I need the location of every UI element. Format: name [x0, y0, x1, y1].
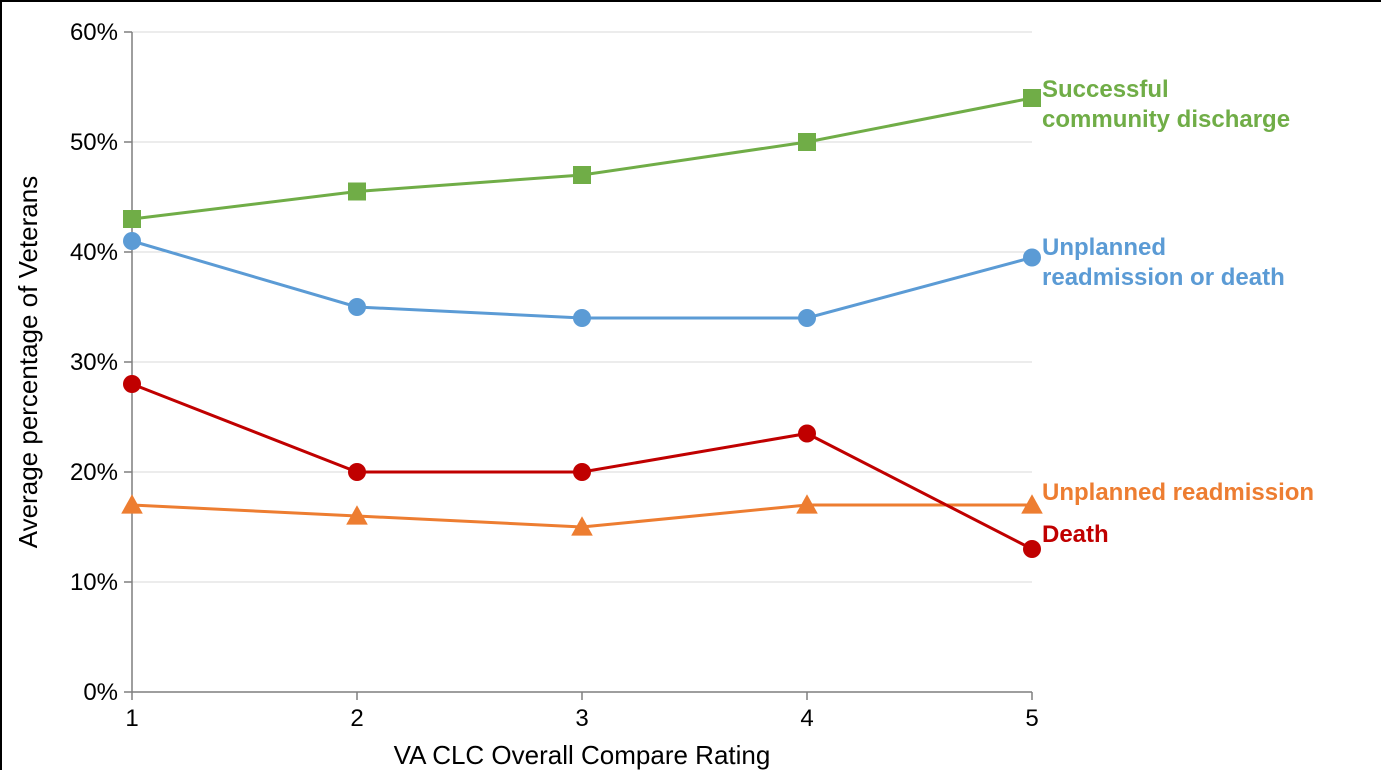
series-marker	[573, 463, 591, 481]
x-tick-label: 5	[1025, 705, 1038, 732]
series-marker	[798, 309, 816, 327]
series-marker	[123, 210, 141, 228]
x-tick-label: 1	[125, 705, 138, 732]
line-chart: 0% 10% 20% 30% 40% 50% 60% 1 2 3 4 5 VA CLC Overall …	[2, 2, 1381, 772]
series-marker	[798, 425, 816, 443]
series-label-unplanned_readmission: Unplanned readmission	[1042, 479, 1314, 506]
series-label-death: Death	[1042, 521, 1109, 548]
y-tick-label: 20%	[70, 459, 118, 486]
x-tick-label: 3	[575, 705, 588, 732]
x-tick-label: 2	[350, 705, 363, 732]
y-tick-label: 50%	[70, 129, 118, 156]
y-tick-label: 0%	[83, 679, 118, 706]
y-tick-label: 10%	[70, 569, 118, 596]
x-axis-label: VA CLC Overall Compare Rating	[394, 740, 771, 770]
series-marker	[123, 232, 141, 250]
series-marker	[1023, 540, 1041, 558]
y-tick-label: 30%	[70, 349, 118, 376]
series-marker	[348, 298, 366, 316]
series-marker	[573, 309, 591, 327]
series-marker	[123, 375, 141, 393]
y-tick-label: 40%	[70, 239, 118, 266]
series-marker	[1023, 89, 1041, 107]
x-tick-label: 4	[800, 705, 813, 732]
series-marker	[573, 166, 591, 184]
series-marker	[798, 133, 816, 151]
series-marker	[348, 463, 366, 481]
y-axis-label: Average percentage of Veterans	[13, 176, 43, 548]
y-tick-label: 60%	[70, 19, 118, 46]
series-marker	[1023, 249, 1041, 267]
series-marker	[348, 183, 366, 201]
chart-container: 0% 10% 20% 30% 40% 50% 60% 1 2 3 4 5 VA CLC Overall …	[0, 0, 1381, 770]
